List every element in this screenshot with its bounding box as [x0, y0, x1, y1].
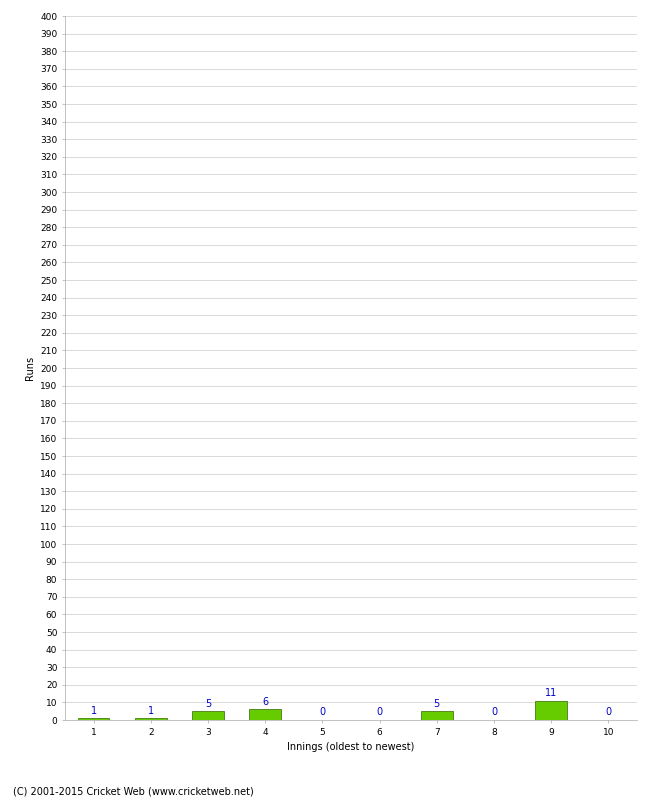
Text: 6: 6 [262, 697, 268, 707]
Bar [421, 711, 452, 720]
Text: 0: 0 [376, 707, 383, 718]
Text: 5: 5 [434, 698, 440, 709]
Text: 0: 0 [605, 707, 612, 718]
Y-axis label: Runs: Runs [25, 356, 34, 380]
Text: 1: 1 [90, 706, 97, 715]
Text: (C) 2001-2015 Cricket Web (www.cricketweb.net): (C) 2001-2015 Cricket Web (www.cricketwe… [13, 786, 254, 796]
X-axis label: Innings (oldest to newest): Innings (oldest to newest) [287, 742, 415, 752]
Bar [135, 718, 166, 720]
Text: 5: 5 [205, 698, 211, 709]
Text: 0: 0 [319, 707, 326, 718]
Bar [536, 701, 567, 720]
Bar [250, 710, 281, 720]
Text: 11: 11 [545, 688, 557, 698]
Bar [78, 718, 109, 720]
Text: 1: 1 [148, 706, 154, 715]
Text: 0: 0 [491, 707, 497, 718]
Bar [192, 711, 224, 720]
